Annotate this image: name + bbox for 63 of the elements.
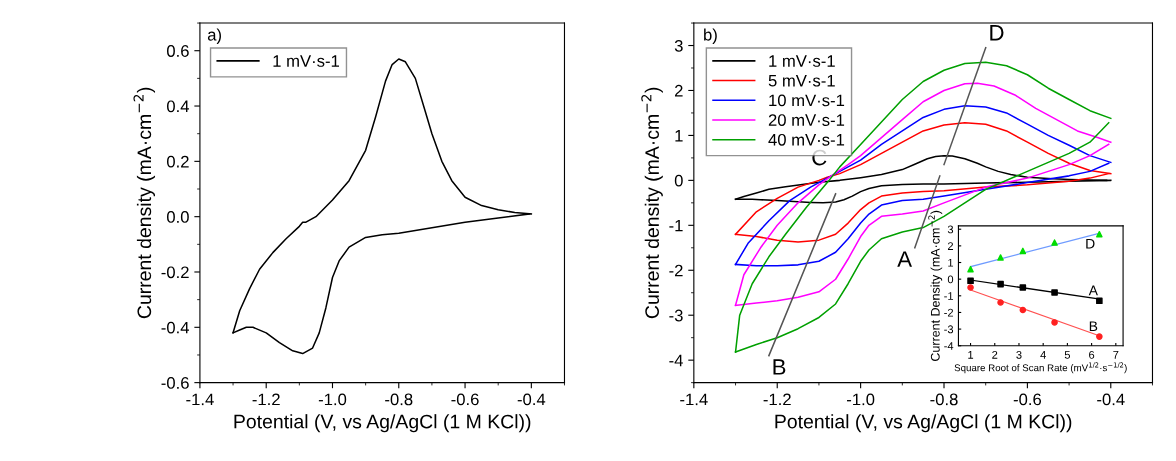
y-tick-label: -1 (944, 292, 954, 300)
x-axis-title: Potential (V, vs Ag/AgCl (1 M KCl)) (234, 414, 531, 433)
legend-label: 40 mV·s-1 (768, 133, 845, 146)
annotation: C (812, 149, 827, 166)
y-axis-title: Current density (mA·cm$^{−2}$) (641, 87, 663, 319)
y-tick-label: 0.0 (166, 211, 189, 223)
legend-label: 1 mV·s-1 (273, 55, 339, 67)
y-tick-label: 1 (948, 258, 954, 267)
x-tick-label: -0.6 (1013, 393, 1042, 406)
y-tick-label: 0.6 (166, 45, 189, 57)
x-tick-label: 3 (1016, 350, 1022, 359)
y-tick-label: -2 (944, 308, 954, 317)
y-tick-label: 3 (947, 225, 954, 234)
annotation: a) (207, 28, 221, 44)
y-axis-title: Current Density (mA·cm$^{−2}$) (928, 210, 943, 361)
x-tick-label: 1 (968, 351, 974, 359)
legend-label: 10 mV·s-1 (769, 94, 845, 107)
x-tick-label: -0.8 (930, 393, 958, 406)
x-tick-label: -1.0 (847, 393, 875, 406)
x-tick-label: -0.6 (451, 393, 479, 406)
y-axis-title: Current density (mA·cm$^{−2}$) (133, 87, 156, 319)
x-tick-label: 7 (1113, 351, 1119, 359)
y-tick-label: 2 (674, 84, 683, 97)
annotation: D (1086, 238, 1095, 249)
y-tick-label: -0.2 (161, 266, 189, 279)
legend-label: 5 mV·s-1 (768, 74, 835, 87)
annotation: D (990, 25, 1004, 41)
y-tick-label: 0.2 (166, 155, 189, 168)
x-tick-label: -1.4 (186, 393, 214, 406)
x-tick-label: -0.8 (385, 393, 413, 406)
x-tick-label: -0.4 (1097, 393, 1125, 406)
x-axis-title: Square Root of Scan Rate (mV$^{1/2}$·s$^{−1/2}$) (954, 362, 1127, 374)
annotation: A (897, 251, 912, 267)
x-tick-label: -1.0 (318, 393, 347, 406)
x-tick-label: -1.4 (680, 393, 708, 406)
y-tick-label: -0.4 (161, 321, 190, 334)
y-tick-label: -4 (669, 354, 683, 367)
x-tick-label: 5 (1064, 351, 1071, 359)
y-tick-label: -3 (669, 309, 683, 322)
x-tick-label: 6 (1089, 350, 1095, 359)
y-tick-label: -1 (669, 219, 683, 232)
y-tick-label: 0 (674, 174, 683, 187)
legend-label: 20 mV·s-1 (768, 114, 845, 126)
annotation: B (1089, 321, 1098, 331)
x-tick-label: -0.4 (517, 393, 546, 406)
y-tick-label: -0.6 (161, 377, 189, 389)
y-tick-label: -3 (944, 325, 954, 334)
x-axis-title: Potential (V, vs Ag/AgCl (1 M KCl)) (775, 414, 1072, 433)
y-tick-label: 0 (947, 275, 954, 284)
y-tick-label: 3 (674, 39, 683, 52)
x-tick-label: -1.2 (763, 393, 791, 406)
x-tick-label: -1.2 (252, 393, 280, 406)
y-tick-label: 2 (947, 242, 954, 250)
y-tick-label: 1 (675, 129, 683, 142)
legend-label: 1 mV·s-1 (769, 55, 835, 67)
y-tick-label: -2 (669, 264, 683, 277)
annotation: B (773, 359, 786, 375)
annotation: A (1088, 285, 1098, 296)
x-tick-label: 4 (1040, 351, 1046, 359)
annotation: b) (704, 28, 717, 44)
x-tick-label: 2 (992, 350, 998, 359)
y-tick-label: -4 (944, 342, 954, 350)
y-tick-label: 0.4 (166, 100, 190, 113)
